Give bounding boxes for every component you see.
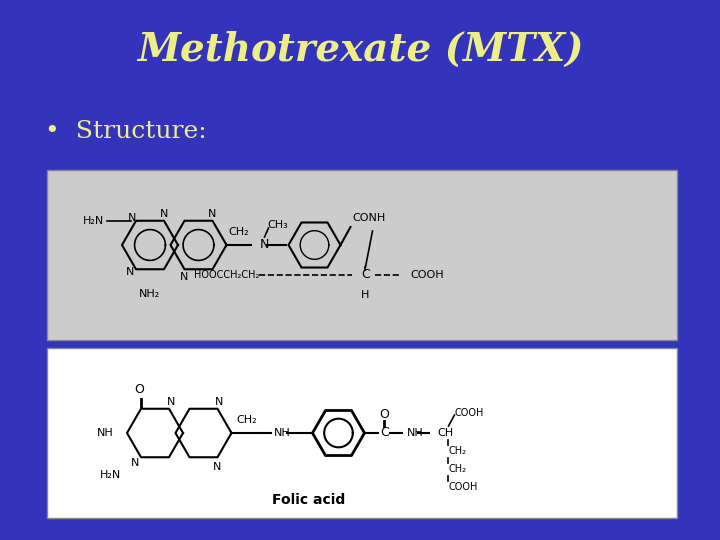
Text: N: N (215, 397, 224, 407)
Text: N: N (160, 209, 168, 219)
Text: CH₂: CH₂ (449, 446, 467, 456)
Text: N: N (213, 462, 222, 472)
Text: Methotrexate (MTX): Methotrexate (MTX) (137, 31, 583, 69)
Text: NH: NH (97, 428, 114, 438)
Text: C: C (380, 427, 389, 440)
Text: O: O (134, 383, 144, 396)
Text: CH₃: CH₃ (268, 220, 288, 230)
Text: CH: CH (438, 428, 454, 438)
Text: O: O (379, 408, 390, 422)
Text: NH: NH (407, 428, 423, 438)
Text: N: N (128, 213, 136, 223)
Text: H₂N: H₂N (83, 216, 104, 226)
Text: N: N (180, 272, 189, 282)
Text: H₂N: H₂N (100, 470, 121, 480)
Text: CH₂: CH₂ (236, 415, 257, 425)
Text: •  Structure:: • Structure: (45, 120, 207, 144)
FancyBboxPatch shape (47, 348, 677, 518)
Text: N: N (259, 239, 269, 252)
Text: CH₂: CH₂ (449, 464, 467, 474)
Text: HOOCCH₂CH₂: HOOCCH₂CH₂ (194, 270, 259, 280)
Text: N: N (131, 458, 139, 468)
Text: CONH: CONH (353, 213, 386, 223)
Text: COOH: COOH (449, 482, 478, 492)
Text: C: C (361, 268, 370, 281)
Text: NH: NH (274, 428, 290, 438)
Text: N: N (126, 267, 134, 277)
Text: Folic acid: Folic acid (272, 493, 345, 507)
Text: N: N (208, 209, 217, 219)
Text: COOH: COOH (410, 270, 444, 280)
Text: COOH: COOH (454, 408, 484, 418)
Text: CH₂: CH₂ (229, 227, 249, 237)
FancyBboxPatch shape (47, 170, 677, 340)
Text: N: N (167, 397, 175, 407)
Text: H: H (361, 290, 369, 300)
Text: NH₂: NH₂ (140, 289, 161, 299)
